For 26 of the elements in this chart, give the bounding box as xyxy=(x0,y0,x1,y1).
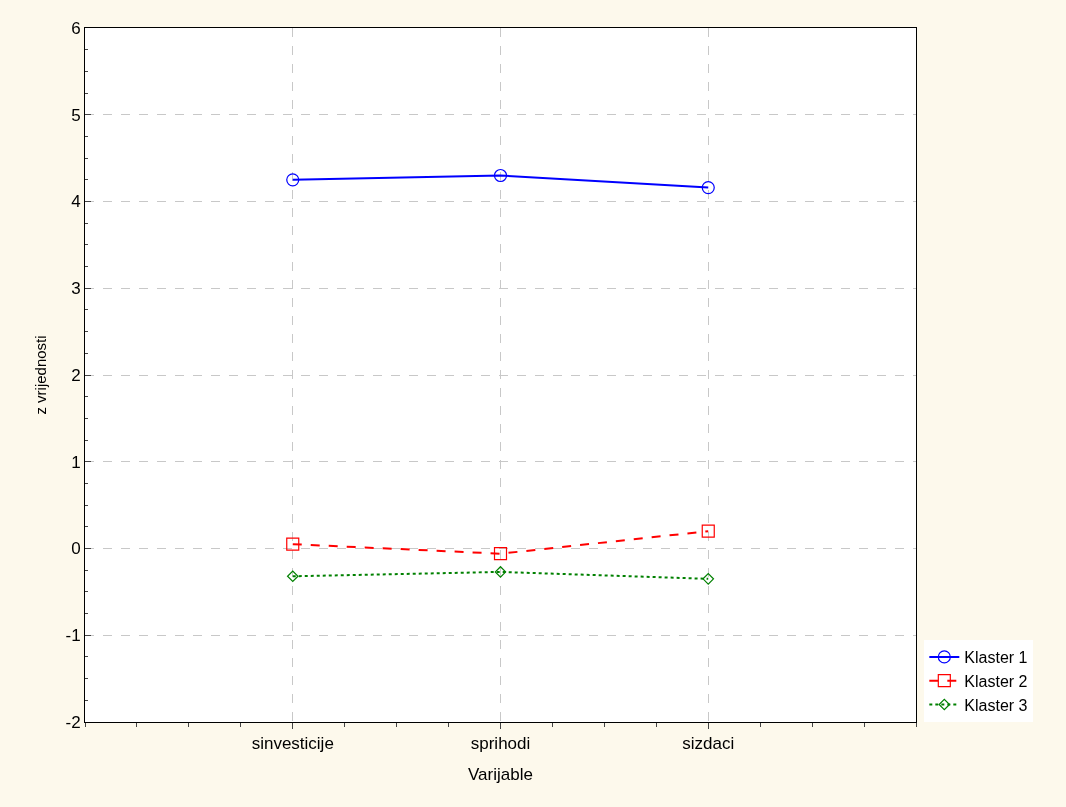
point xyxy=(286,537,300,551)
point xyxy=(702,573,715,585)
y-tick-label: -2 xyxy=(65,712,81,732)
point xyxy=(286,173,300,187)
y-tick-label: 0 xyxy=(71,539,81,559)
point xyxy=(286,570,299,583)
y-tick-label: 5 xyxy=(71,105,81,125)
x-tick-label: sinvesticije xyxy=(251,734,334,754)
y-axis-title: z vrijednosti xyxy=(31,335,49,415)
y-tick-label: 4 xyxy=(71,192,81,212)
x-tick-label: sprihodi xyxy=(470,734,531,754)
y-tick-label: 3 xyxy=(71,279,81,299)
y-tick-label: 1 xyxy=(71,452,81,472)
x-axis-title: Varijable xyxy=(468,764,533,784)
point xyxy=(493,168,508,183)
y-tick-label: -1 xyxy=(65,626,81,646)
legend-label: Klaster 1 xyxy=(964,649,1028,667)
point xyxy=(701,524,715,538)
point xyxy=(493,547,508,561)
y-tick-label: 6 xyxy=(71,18,81,38)
legend-label: Klaster 3 xyxy=(964,696,1028,714)
y-tick-label: 2 xyxy=(71,365,81,385)
point xyxy=(494,566,507,578)
point xyxy=(701,181,715,195)
x-tick-label: sizdaci xyxy=(682,734,735,754)
legend-label: Klaster 2 xyxy=(964,672,1028,690)
